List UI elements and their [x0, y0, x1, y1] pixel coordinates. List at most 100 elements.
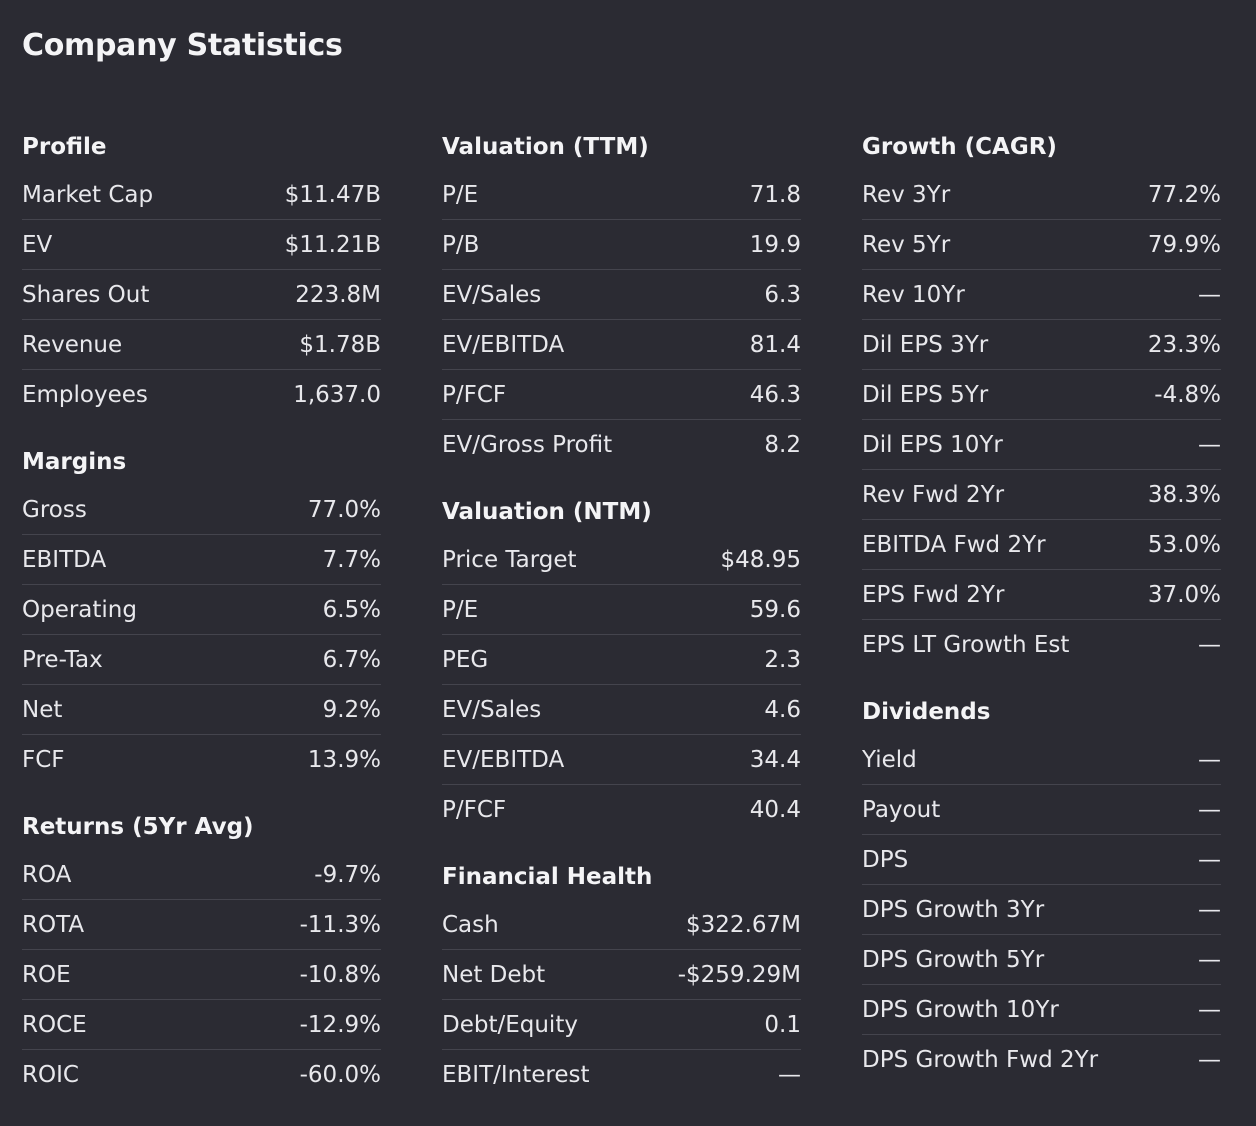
section-title: Growth (CAGR): [862, 134, 1057, 160]
stat-value: —: [1198, 846, 1221, 873]
stat-label: Price Target: [442, 546, 577, 573]
stat-label: EV/Sales: [442, 281, 542, 308]
stat-value: —: [1198, 431, 1221, 458]
stat-label: P/FCF: [442, 381, 507, 408]
stats-column-2: Valuation (TTM) P/E 71.8 P/B 19.9 EV/Sales…: [442, 124, 801, 1099]
stat-row: Rev Fwd 2Yr 38.3%: [862, 470, 1221, 520]
stat-value: -4.8%: [1154, 381, 1221, 408]
stat-label: P/FCF: [442, 796, 507, 823]
stat-value: —: [1198, 746, 1221, 773]
section-title: Profile: [22, 134, 107, 160]
section-financial-health: Financial Health Cash $322.67M Net Debt -$…: [442, 854, 801, 1099]
stat-label: Rev 3Yr: [862, 181, 951, 208]
section-returns: Returns (5Yr Avg) ROA -9.7% ROTA -11.3% RO…: [22, 804, 381, 1099]
stat-value: $48.95: [720, 546, 801, 573]
section-valuation-ntm: Valuation (NTM) Price Target $48.95 P/E 59…: [442, 489, 801, 834]
stat-row: Dil EPS 10Yr —: [862, 420, 1221, 470]
stat-row: ROE -10.8%: [22, 950, 381, 1000]
stat-row: EBITDA 7.7%: [22, 535, 381, 585]
stat-value: —: [1198, 896, 1221, 923]
stat-value: —: [1198, 631, 1221, 658]
stat-row: P/B 19.9: [442, 220, 801, 270]
stat-label: DPS Growth Fwd 2Yr: [862, 1046, 1099, 1073]
section-growth: Growth (CAGR) Rev 3Yr 77.2% Rev 5Yr 79.9% …: [862, 124, 1221, 669]
stat-row: Cash $322.67M: [442, 900, 801, 950]
stat-value: 46.3: [749, 381, 801, 408]
stat-label: EPS LT Growth Est: [862, 631, 1070, 658]
stat-row: P/FCF 46.3: [442, 370, 801, 420]
stat-label: DPS Growth 3Yr: [862, 896, 1045, 923]
section-title: Margins: [22, 449, 127, 475]
section-title: Dividends: [862, 699, 991, 725]
stat-value: 77.0%: [307, 496, 381, 523]
stat-value: -11.3%: [299, 911, 381, 938]
section-title: Valuation (TTM): [442, 134, 649, 160]
stat-label: EV/Sales: [442, 696, 542, 723]
stat-label: Dil EPS 10Yr: [862, 431, 1003, 458]
stat-label: Payout: [862, 796, 941, 823]
stat-row: Dil EPS 3Yr 23.3%: [862, 320, 1221, 370]
section-margins: Margins Gross 77.0% EBITDA 7.7% Operating 6…: [22, 439, 381, 784]
stat-row: Shares Out 223.8M: [22, 270, 381, 320]
stat-label: Employees: [22, 381, 148, 408]
stat-row: EV/Sales 6.3: [442, 270, 801, 320]
stat-row: DPS Growth 3Yr —: [862, 885, 1221, 935]
stat-label: Pre-Tax: [22, 646, 103, 673]
stat-value: 37.0%: [1147, 581, 1221, 608]
stat-value: 6.5%: [322, 596, 381, 623]
section-title: Valuation (NTM): [442, 499, 652, 525]
stat-label: Shares Out: [22, 281, 150, 308]
stat-label: P/E: [442, 596, 479, 623]
stat-label: Operating: [22, 596, 137, 623]
stat-row: Revenue $1.78B: [22, 320, 381, 370]
section-title: Returns (5Yr Avg): [22, 814, 254, 840]
stat-row: Dil EPS 5Yr -4.8%: [862, 370, 1221, 420]
stat-row: DPS —: [862, 835, 1221, 885]
stat-row: Market Cap $11.47B: [22, 170, 381, 220]
stat-value: 34.4: [749, 746, 801, 773]
stat-value: —: [1198, 796, 1221, 823]
stat-value: 53.0%: [1147, 531, 1221, 558]
stat-value: —: [1198, 996, 1221, 1023]
stat-label: Gross: [22, 496, 87, 523]
stat-label: Revenue: [22, 331, 123, 358]
stat-value: $11.47B: [284, 181, 381, 208]
stat-label: Rev Fwd 2Yr: [862, 481, 1005, 508]
stat-value: -60.0%: [299, 1061, 381, 1088]
stat-label: Cash: [442, 911, 499, 938]
page-title: Company Statistics: [22, 28, 343, 63]
stat-row: P/FCF 40.4: [442, 785, 801, 834]
stat-label: P/E: [442, 181, 479, 208]
stat-row: Yield —: [862, 735, 1221, 785]
stat-value: 19.9: [749, 231, 801, 258]
stat-label: EBITDA Fwd 2Yr: [862, 531, 1046, 558]
stat-label: P/B: [442, 231, 480, 258]
stat-row: Debt/Equity 0.1: [442, 1000, 801, 1050]
stat-value: 7.7%: [322, 546, 381, 573]
stat-row: FCF 13.9%: [22, 735, 381, 784]
section-profile: Profile Market Cap $11.47B EV $11.21B Shar…: [22, 124, 381, 419]
stat-value: 223.8M: [295, 281, 381, 308]
stat-row: DPS Growth 5Yr —: [862, 935, 1221, 985]
stat-value: $322.67M: [686, 911, 801, 938]
stat-value: 1,637.0: [293, 381, 381, 408]
stat-label: EV/EBITDA: [442, 331, 565, 358]
stat-label: EV/EBITDA: [442, 746, 565, 773]
stat-value: 9.2%: [322, 696, 381, 723]
stat-row: PEG 2.3: [442, 635, 801, 685]
stats-column-3: Growth (CAGR) Rev 3Yr 77.2% Rev 5Yr 79.9% …: [862, 124, 1221, 1084]
stat-label: Yield: [862, 746, 917, 773]
stat-row: Price Target $48.95: [442, 535, 801, 585]
stat-row: ROIC -60.0%: [22, 1050, 381, 1099]
stat-row: ROA -9.7%: [22, 850, 381, 900]
stat-row: EPS LT Growth Est —: [862, 620, 1221, 669]
stat-row: Net Debt -$259.29M: [442, 950, 801, 1000]
stat-value: 59.6: [749, 596, 801, 623]
stat-label: Dil EPS 3Yr: [862, 331, 989, 358]
stat-value: 38.3%: [1147, 481, 1221, 508]
stat-value: —: [1198, 1046, 1221, 1073]
stat-label: Net: [22, 696, 63, 723]
stat-row: EV $11.21B: [22, 220, 381, 270]
stat-row: EBIT/Interest —: [442, 1050, 801, 1099]
stat-value: 77.2%: [1147, 181, 1221, 208]
